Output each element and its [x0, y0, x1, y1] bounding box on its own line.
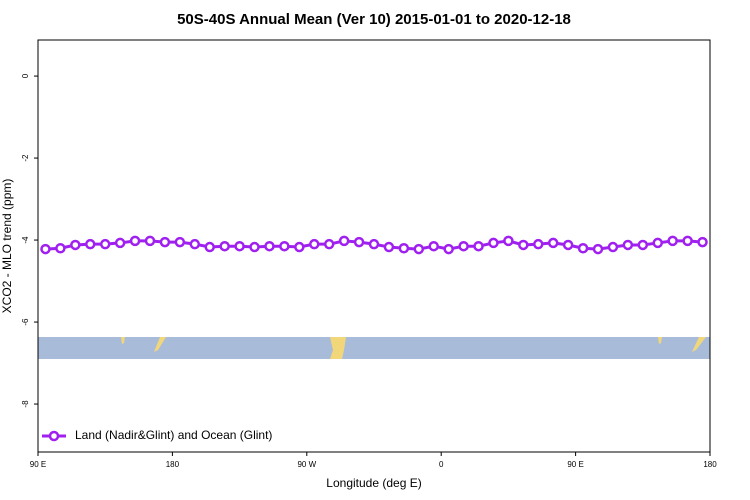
y-tick-label: -8: [21, 400, 30, 408]
data-point: [562, 239, 574, 251]
data-point: [129, 235, 141, 247]
data-point: [622, 239, 634, 251]
legend-label: Land (Nadir&Glint) and Ocean (Glint): [75, 428, 272, 442]
data-point: [577, 243, 589, 254]
data-point: [99, 238, 111, 250]
data-point: [652, 237, 663, 249]
x-tick-label: 180: [703, 460, 717, 469]
data-point: [697, 236, 708, 248]
data-point: [667, 235, 678, 247]
chart-title: 50S-40S Annual Mean (Ver 10) 2015-01-01 …: [177, 11, 571, 28]
data-point: [70, 239, 81, 251]
x-axis-label: Longitude (deg E): [326, 476, 421, 490]
data-point: [592, 243, 604, 255]
data-point: [682, 235, 693, 247]
data-point: [353, 236, 365, 248]
data-point: [637, 239, 649, 251]
data-point: [159, 236, 171, 248]
x-tick-label: 90 E: [567, 460, 583, 469]
data-point: [219, 240, 230, 252]
data-point: [114, 237, 126, 249]
data-point: [249, 241, 260, 253]
data-point: [488, 237, 499, 249]
x-tick-label: 90 E: [30, 460, 46, 469]
data-point: [547, 237, 559, 249]
x-tick-label: 180: [166, 460, 180, 469]
data-point: [55, 243, 66, 254]
data-point: [533, 238, 544, 250]
data-point: [234, 240, 245, 252]
data-point: [383, 241, 395, 253]
data-point: [368, 238, 380, 250]
data-point: [189, 238, 201, 250]
data-point: [174, 236, 186, 248]
x-tick-label: 90 W: [297, 460, 316, 469]
map-strip: [38, 337, 710, 359]
data-point: [607, 241, 619, 253]
y-tick-label: -6: [21, 318, 30, 326]
data-point: [294, 241, 305, 253]
data-point: [85, 238, 96, 250]
legend-marker: [48, 430, 60, 442]
data-point: [204, 241, 215, 253]
data-point: [264, 240, 275, 252]
y-axis-label: XCO2 - MLO trend (ppm): [0, 179, 14, 314]
data-point: [413, 243, 425, 255]
data-point: [503, 235, 514, 247]
y-tick-label: -4: [21, 236, 30, 244]
x-tick-label: 0: [439, 460, 444, 469]
y-tick-label: 0: [21, 73, 30, 78]
data-point: [458, 240, 469, 252]
data-point: [443, 243, 454, 255]
data-point: [323, 238, 335, 250]
data-point: [144, 235, 156, 247]
data-point: [338, 235, 350, 247]
data-point: [398, 243, 410, 254]
data-point: [309, 238, 320, 250]
data-point: [473, 240, 484, 252]
data-point: [40, 243, 51, 255]
plot-frame: [37, 39, 711, 453]
data-point: [279, 240, 290, 252]
y-tick-label: -2: [21, 154, 30, 162]
data-point: [518, 239, 529, 251]
data-point: [428, 240, 439, 252]
